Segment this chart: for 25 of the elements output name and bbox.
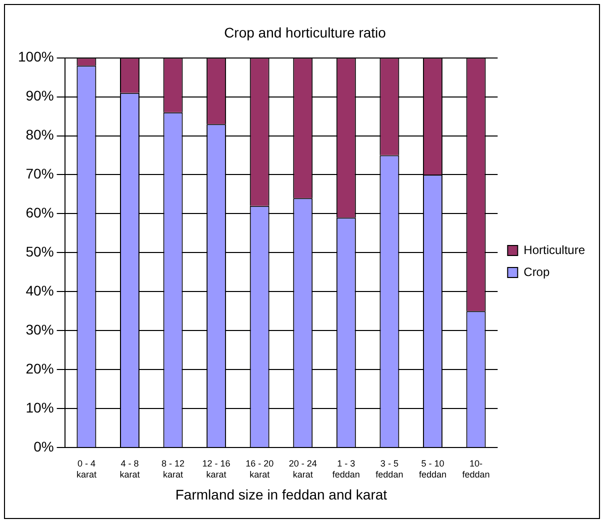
legend-label: Horticulture [524,242,586,257]
y-tick-label: 60% [26,204,54,221]
x-tick-label: 10- feddan [462,458,490,480]
chart-title: Crop and horticulture ratio [224,24,386,40]
y-tick-label: 40% [26,282,54,299]
x-tick-label: 12 - 16 karat [202,458,230,480]
y-tick-label: 30% [26,322,54,338]
x-tick-label: 20 - 24 karat [288,458,317,480]
legend-label: Crop [524,264,550,279]
x-axis-title: Farmland size in feddan and karat [175,486,388,502]
x-tick-label: 0 - 4 karat [76,458,97,480]
y-tick-label: 50% [26,244,54,260]
x-tick-label: 16 - 20 karat [246,458,274,480]
x-tick-label: 4 - 8 karat [120,458,140,480]
y-tick-label: 10% [26,399,54,416]
y-tick-label: 90% [26,88,54,104]
y-tick-label: 80% [26,126,54,143]
y-tick-label: 0% [34,438,54,454]
y-tick-label: 70% [26,166,54,182]
x-tick-label: 1 - 3 feddan [332,458,360,480]
x-tick-label: 5 - 10 feddan [418,458,446,480]
y-tick-label: 100% [18,48,54,65]
x-tick-label: 8 - 12 karat [162,458,185,480]
x-tick-label: 3 - 5 feddan [376,458,404,480]
y-tick-label: 20% [26,360,54,376]
